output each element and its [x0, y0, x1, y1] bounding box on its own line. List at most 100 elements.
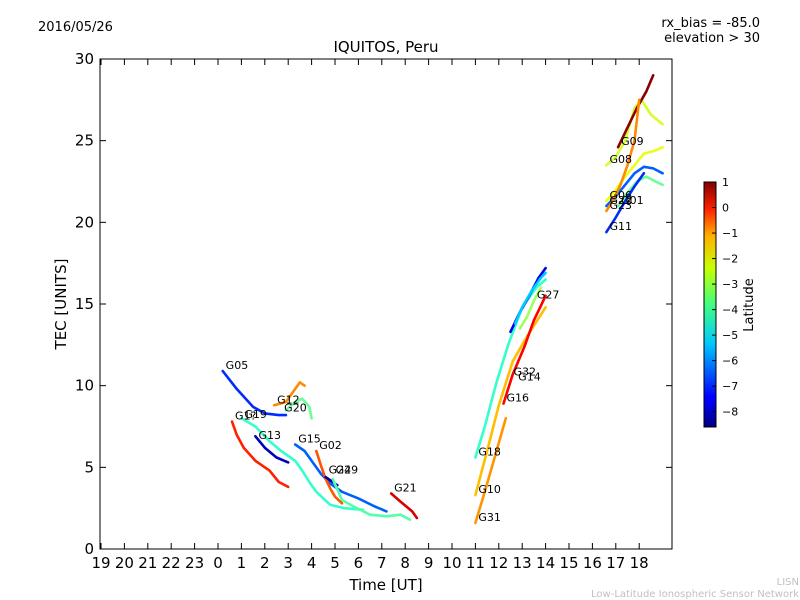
footer-lisn: LISN	[777, 577, 799, 588]
x-axis-label: Time [UT]	[348, 576, 422, 594]
series-label-G01: G01	[621, 194, 644, 207]
series-label-G19: G19	[244, 408, 267, 421]
colorbar-tick-label: −7	[722, 380, 738, 393]
x-tick-label: 20	[115, 554, 134, 572]
y-tick-label: 25	[75, 132, 94, 150]
chart-title: IQUITOS, Peru	[333, 38, 438, 56]
y-tick-label: 30	[75, 50, 94, 68]
x-tick-label: 9	[424, 554, 434, 572]
y-tick-label: 5	[84, 458, 94, 476]
series-label-G24: G24	[329, 464, 352, 477]
series-layer	[221, 74, 664, 525]
series-label-G08: G08	[609, 153, 632, 166]
series-line-G01	[616, 175, 664, 208]
series-label-G09: G09	[621, 135, 644, 148]
series-line-G06	[605, 145, 664, 203]
series-label-G06: G06	[609, 189, 632, 202]
plot-area	[99, 58, 673, 550]
colorbar	[703, 181, 717, 428]
series-line-G14	[513, 271, 547, 325]
series-line-G20	[284, 397, 313, 420]
colorbar-label: Latitude	[742, 278, 757, 332]
series-label-G29: G29	[336, 464, 359, 477]
series-label-G23: G23	[609, 199, 632, 212]
x-tick-label: 11	[466, 554, 485, 572]
series-line-G12	[272, 381, 306, 407]
elevation-label: elevation > 30	[664, 31, 760, 46]
colorbar-tick-label: −6	[722, 355, 738, 368]
x-tick-label: 17	[606, 554, 625, 572]
colorbar-tick-label: −2	[722, 253, 738, 266]
date-label: 2016/05/26	[38, 20, 113, 35]
colorbar-tick-label: −4	[722, 304, 738, 317]
series-label-G10: G10	[478, 483, 501, 496]
series-line-G29	[331, 477, 412, 521]
series-line-G09	[616, 74, 655, 149]
series-line-G13	[254, 434, 290, 464]
series-line-G23	[605, 98, 641, 213]
series-label-G31: G31	[478, 511, 501, 524]
x-tick-label: 8	[400, 554, 410, 572]
x-tick-label: 7	[377, 554, 387, 572]
x-tick-label: 19	[91, 554, 110, 572]
series-label-G15: G15	[298, 432, 321, 445]
x-tick-label: 12	[489, 554, 508, 572]
colorbar-tick-label: −8	[722, 406, 738, 419]
series-line-G08	[605, 98, 664, 167]
footer-network: Low-Latitude Ionospheric Sensor Network	[591, 589, 799, 600]
series-line-G02	[314, 449, 344, 505]
x-tick-label: 15	[559, 554, 578, 572]
series-label-G05: G05	[226, 359, 249, 372]
y-tick-label: 0	[84, 540, 94, 558]
x-tick-label: 23	[185, 554, 204, 572]
series-label-G16: G16	[506, 392, 529, 405]
series-label-G32: G32	[514, 366, 537, 379]
x-tick-label: 16	[583, 554, 602, 572]
series-label-G18: G18	[478, 446, 501, 459]
y-tick-label: 10	[75, 377, 94, 395]
series-line-G11	[605, 172, 646, 234]
series-label-G22: G22	[609, 194, 632, 207]
series-line-G19	[240, 416, 365, 512]
series-line-G27	[518, 286, 543, 330]
rx-bias-label: rx_bias = -85.0	[661, 16, 760, 31]
x-axis: 19 20 21 22 23 0 1 2 3 4 5 6 7 8 9 10 11 12 13 14 15 16 17 18	[91, 59, 649, 572]
series-label-G27: G27	[537, 289, 560, 302]
x-tick-label: 18	[630, 554, 649, 572]
colorbar-tick-label: 0	[722, 202, 729, 215]
x-tick-label: 3	[283, 554, 293, 572]
x-tick-label: 6	[354, 554, 364, 572]
series-line-G16	[502, 294, 547, 405]
series-line-G21	[389, 492, 419, 520]
x-tick-label: 4	[307, 554, 317, 572]
colorbar-tick-label: −3	[722, 278, 738, 291]
series-label-G02: G02	[319, 439, 342, 452]
y-axis: 0 5 10 15 20 25 30	[75, 50, 672, 558]
series-label-G12: G12	[277, 393, 300, 406]
x-tick-label: 22	[162, 554, 181, 572]
x-tick-label: 10	[442, 554, 461, 572]
series-label-G1?: G1?	[235, 410, 257, 423]
x-tick-label: 0	[213, 554, 223, 572]
series-line-G31	[474, 416, 508, 525]
x-tick-label: 1	[237, 554, 247, 572]
series-line-G05	[221, 369, 288, 417]
y-tick-label: 15	[75, 295, 94, 313]
colorbar-tick-label: 1	[722, 176, 729, 189]
x-tick-label: 5	[330, 554, 340, 572]
x-tick-label: 2	[260, 554, 270, 572]
colorbar-tick-label: −1	[722, 227, 738, 240]
series-label-G14: G14	[518, 370, 541, 383]
series-label-G21: G21	[394, 481, 417, 494]
series-line-G1?	[230, 420, 290, 489]
series-label-G20: G20	[284, 401, 307, 414]
x-tick-label: 14	[536, 554, 555, 572]
colorbar-ticks: 1 0 −1 −2 −3 −4 −5 −6 −7 −8	[712, 176, 738, 419]
colorbar-tick-label: −5	[722, 329, 738, 342]
series-line-G15	[293, 443, 388, 513]
x-tick-label: 21	[138, 554, 157, 572]
series-label-G11: G11	[609, 220, 632, 233]
y-tick-label: 20	[75, 213, 94, 231]
